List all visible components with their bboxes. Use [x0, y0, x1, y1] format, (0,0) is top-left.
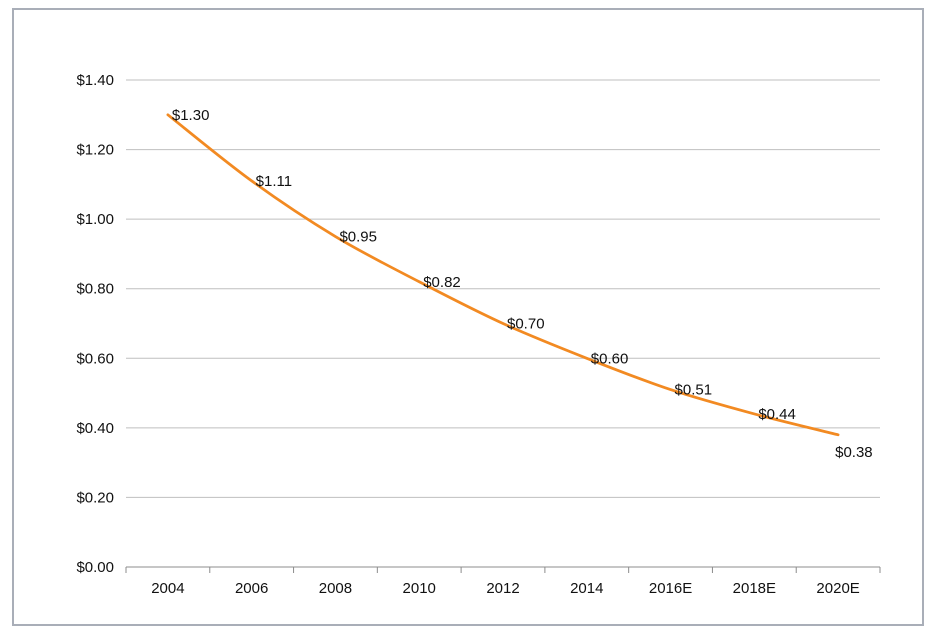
data-label: $0.70	[507, 316, 545, 333]
y-tick-label: $0.40	[76, 420, 114, 437]
data-label: $0.82	[423, 274, 461, 291]
x-tick-label: 2008	[319, 580, 352, 597]
y-tick-label: $1.00	[76, 211, 114, 228]
data-label: $0.38	[835, 444, 873, 461]
data-label: $1.11	[256, 173, 292, 190]
x-tick-label: 2018E	[733, 580, 776, 597]
series-line	[166, 113, 840, 437]
x-tick-label: 2004	[151, 580, 184, 597]
data-label: $0.51	[675, 382, 713, 399]
data-label: $0.60	[591, 350, 629, 367]
x-tick-label: 2010	[403, 580, 436, 597]
chart-frame	[12, 8, 924, 626]
y-tick-label: $1.20	[76, 142, 114, 159]
x-tick-label: 2016E	[649, 580, 692, 597]
y-tick-label: $0.20	[76, 489, 114, 506]
data-label: $0.44	[758, 406, 796, 423]
gridlines	[125, 79, 881, 573]
y-tick-label: $0.60	[76, 350, 114, 367]
x-axis-tick-labels: 2004 2006 2008 2010 2012 2014 2016E 2018E 2020E	[151, 580, 860, 597]
y-axis-tick-labels: $0.00 $0.20 $0.40 $0.60 $0.80 $1.00 $1.20 $1.40	[76, 72, 114, 576]
data-label: $1.30	[172, 107, 210, 124]
x-tick-label: 2014	[570, 580, 603, 597]
data-labels: $1.30 $1.11 $0.95 $0.82 $0.70 $0.60 $0.51 $0.44…	[172, 107, 873, 461]
y-tick-label: $0.00	[76, 559, 114, 576]
series-line-path	[166, 113, 840, 437]
y-tick-label: $1.40	[76, 72, 114, 89]
x-tick-label: 2006	[235, 580, 268, 597]
data-label: $0.95	[339, 229, 377, 246]
x-tick-label: 2012	[486, 580, 519, 597]
x-tick-label: 2020E	[816, 580, 859, 597]
y-tick-label: $0.80	[76, 281, 114, 298]
